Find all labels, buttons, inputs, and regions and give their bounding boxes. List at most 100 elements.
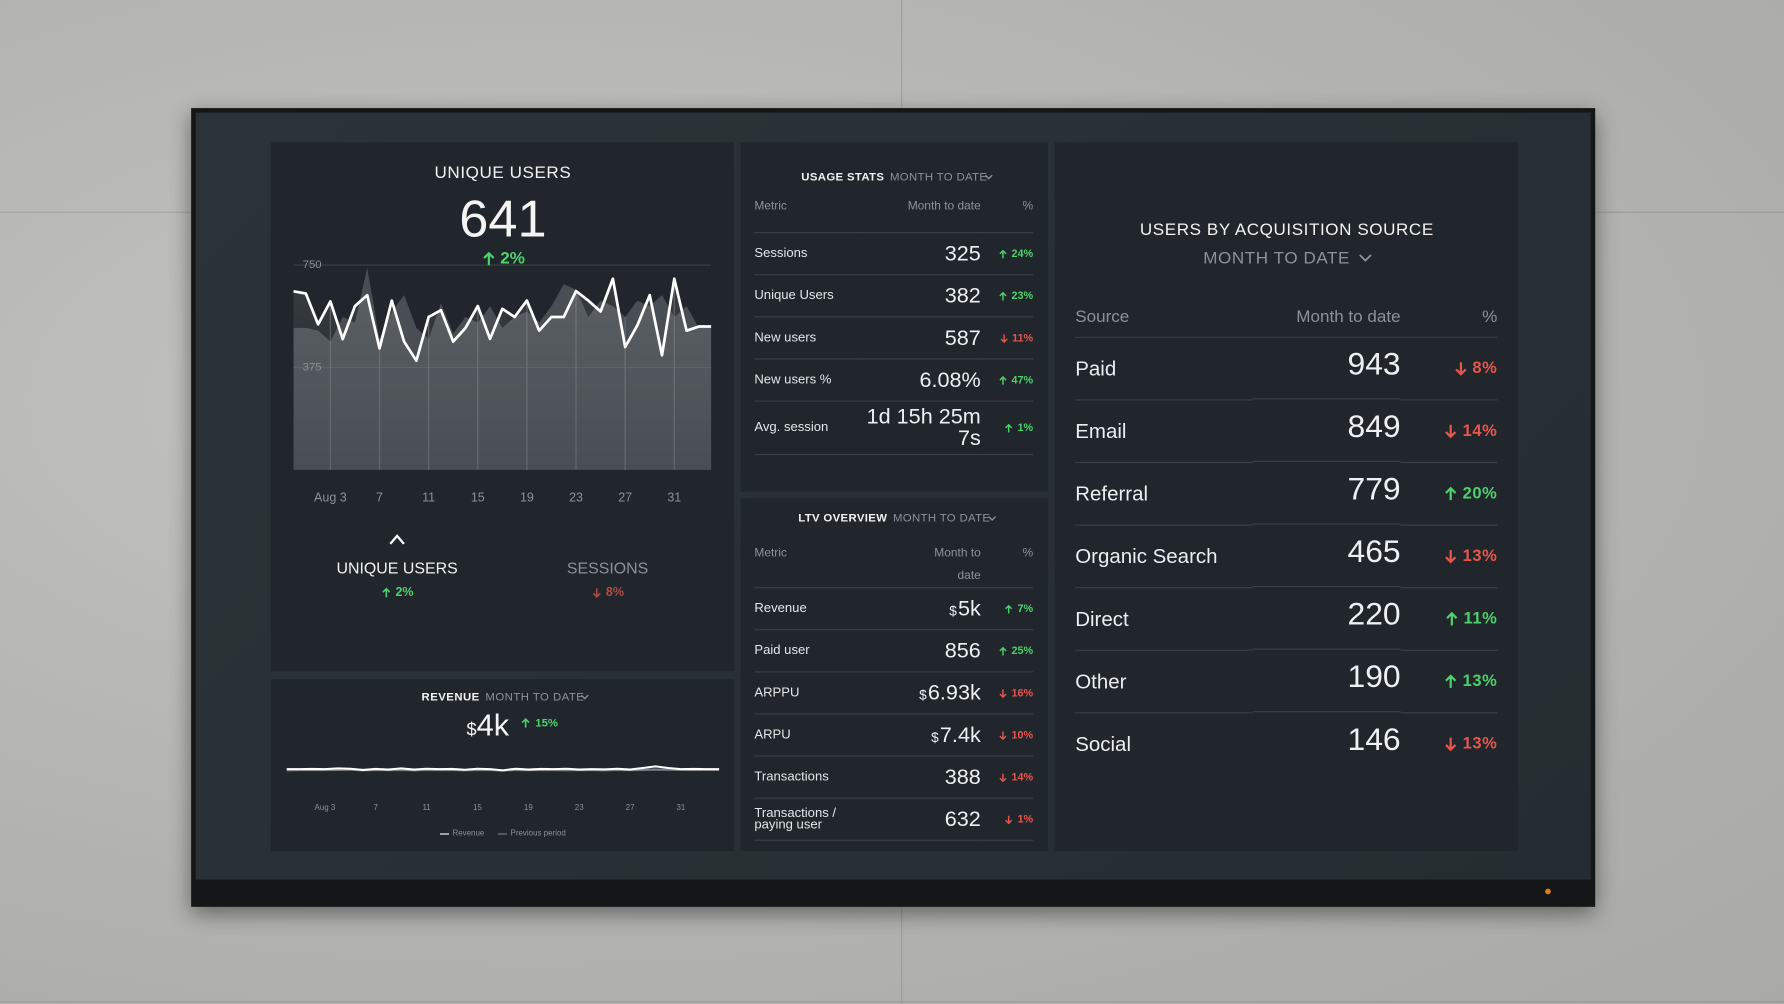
trend-arrow <box>1005 423 1013 432</box>
value: 388 <box>944 765 981 790</box>
value: 849 <box>1252 401 1401 462</box>
value-cell: 632 <box>862 799 981 841</box>
power-led <box>1545 888 1551 895</box>
change-cell: 20% <box>1400 463 1498 526</box>
metric: Sessions <box>754 233 863 276</box>
value: 6.08% <box>919 368 981 392</box>
value-cell: $5k <box>862 588 981 631</box>
toggle-label[interactable]: SESSIONS <box>566 558 649 577</box>
change-cell: 11% <box>980 317 1034 360</box>
legend-item: Revenue <box>439 830 484 838</box>
trend-arrow <box>1445 424 1457 439</box>
change-value: 7% <box>1017 602 1034 615</box>
change-value: 15% <box>535 716 559 730</box>
value: 779 <box>1252 463 1401 525</box>
line <box>293 277 712 363</box>
change: 20% <box>1443 485 1497 503</box>
change-cell: 23% <box>980 275 1034 318</box>
trend-arrow <box>1445 674 1457 688</box>
trend-arrow <box>1455 362 1467 376</box>
change-cell: 1% <box>980 402 1034 456</box>
trend-arrow <box>999 249 1007 258</box>
value: 856 <box>944 638 981 663</box>
trend-arrow <box>592 588 601 598</box>
value-cell: 388 <box>862 757 981 799</box>
change-cell: 13% <box>1400 526 1498 589</box>
panel-title: REVENUE <box>421 691 480 704</box>
revenue-panel <box>270 679 734 852</box>
metric: Revenue <box>754 588 863 631</box>
dropdown-chevron[interactable] <box>1359 254 1372 262</box>
panel-period[interactable]: MONTH TO DATE <box>1203 248 1351 268</box>
trend-arrow <box>382 587 391 598</box>
metric: New users % <box>754 360 863 402</box>
trend-arrow <box>1445 737 1457 752</box>
table: Metric Month to date% Revenue $5k 7% Paid use… <box>754 537 1034 841</box>
metric: Unique Users <box>754 275 863 318</box>
metric: Avg. session <box>754 402 863 456</box>
panel-title: USERS BY ACQUISITION SOURCE <box>1139 220 1434 240</box>
line <box>286 765 720 772</box>
change-value: 10% <box>1011 728 1034 742</box>
change-cell: 11% <box>1400 588 1498 651</box>
change-value: 23% <box>1011 289 1034 303</box>
change-value: 11% <box>1012 331 1034 345</box>
wall-seam <box>901 906 903 1004</box>
x-tick-label: 11 <box>422 491 435 505</box>
dropdown-chevron[interactable] <box>984 174 993 180</box>
change-value: 20% <box>1462 484 1498 503</box>
change: 7% <box>1004 602 1033 615</box>
kpi-value: 641 <box>459 188 547 249</box>
x-tick-label: Aug 3 <box>314 803 335 812</box>
change-cell: 14% <box>1400 401 1498 464</box>
area <box>293 278 712 470</box>
column-header: Metric <box>754 193 863 234</box>
legend-swatch <box>498 833 508 835</box>
legend: Revenue Previous period <box>439 830 566 838</box>
trend-arrow <box>999 773 1007 782</box>
legend-swatch <box>439 833 450 835</box>
value-cell: $7.4k <box>862 715 981 757</box>
change: 8% <box>591 586 624 600</box>
trend-arrow <box>999 646 1007 655</box>
x-tick-label: 23 <box>569 491 583 505</box>
change: 2% <box>481 249 525 268</box>
trend-arrow <box>483 251 495 265</box>
trend-arrow <box>1445 550 1457 564</box>
value-cell: 382 <box>862 275 981 318</box>
column-header: Month to date <box>862 193 981 234</box>
change: 11% <box>998 331 1034 345</box>
toggle-label[interactable]: UNIQUE USERS <box>336 558 458 577</box>
metric: Paid user <box>754 630 863 673</box>
change: 13% <box>1443 547 1497 565</box>
value: 190 <box>1252 651 1401 713</box>
metric: ARPU <box>754 715 863 757</box>
x-tick-label: 15 <box>473 803 482 812</box>
metric: ARPPU <box>754 672 863 715</box>
dropdown-chevron[interactable] <box>988 516 997 521</box>
change-value: 14% <box>1011 770 1034 784</box>
value: 5k <box>957 596 981 621</box>
x-tick-label: Aug 3 <box>314 491 347 505</box>
change: 1% <box>1004 813 1033 825</box>
change-value: 13% <box>1462 547 1498 566</box>
x-tick-label: 11 <box>422 803 431 812</box>
legend-item: Previous period <box>498 830 566 838</box>
change: 11% <box>1444 610 1497 628</box>
value-prefix: $ <box>949 603 957 619</box>
panel-title: UNIQUE USERS <box>434 163 572 183</box>
metric: New users <box>754 317 863 360</box>
value: 7.4k <box>939 723 981 747</box>
metric: Transactions / paying user <box>754 799 863 841</box>
change-value: 13% <box>1462 672 1498 691</box>
dropdown-chevron[interactable] <box>580 694 589 700</box>
change-cell: 13% <box>1400 651 1498 714</box>
change: 1% <box>1004 422 1033 434</box>
trend-arrow <box>999 375 1007 385</box>
kpi-value: 4k <box>476 708 510 743</box>
value: 6.93k <box>927 680 981 705</box>
x-tick-label: 7 <box>374 803 379 812</box>
change: 14% <box>998 770 1034 784</box>
